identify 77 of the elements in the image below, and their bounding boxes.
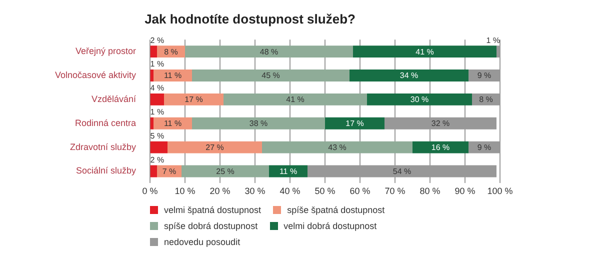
x-tick-label: 70 % xyxy=(384,186,406,196)
bar xyxy=(150,141,168,154)
data-label: 17 % xyxy=(184,95,203,104)
y-tick-label: Vzdělávání xyxy=(91,94,136,104)
data-label: 17 % xyxy=(346,119,364,128)
data-label: 27 % xyxy=(206,143,224,152)
chart-title: Jak hodnotíte dostupnost služeb? xyxy=(144,11,356,26)
data-label: 1 % xyxy=(150,60,164,69)
data-label: 54 % xyxy=(392,166,412,176)
bar xyxy=(150,93,164,106)
bar xyxy=(192,70,350,82)
bar xyxy=(182,165,269,178)
bar xyxy=(224,93,367,106)
data-label: 1 % xyxy=(486,36,500,45)
data-label: 34 % xyxy=(400,71,418,80)
x-tick-label: 90 % xyxy=(454,186,476,196)
bar xyxy=(262,141,412,154)
x-tick-label: 20 % xyxy=(210,186,230,196)
data-label: 2 % xyxy=(150,155,164,164)
bar xyxy=(185,46,353,58)
data-label: 41 % xyxy=(286,95,304,104)
y-tick-label: Volnočasové aktivity xyxy=(54,70,136,80)
legend-label: spíše dobrá dostupnost xyxy=(164,221,258,231)
x-tick-label: 0 % xyxy=(142,186,158,196)
legend-label: velmi dobrá dostupnost xyxy=(284,221,377,231)
data-label: 5 % xyxy=(150,132,164,141)
legend-label: nedovedu posoudit xyxy=(164,237,240,247)
y-tick-label: Sociální služby xyxy=(76,166,136,176)
data-label: 11 % xyxy=(279,166,298,176)
bar xyxy=(150,165,157,178)
x-tick-label: 80 % xyxy=(420,186,440,196)
bar xyxy=(154,70,192,82)
bar xyxy=(192,117,325,130)
data-label: 32 % xyxy=(431,119,450,128)
data-label: 43 % xyxy=(328,143,346,152)
data-label: 1 % xyxy=(150,108,164,117)
data-label: 11 % xyxy=(164,71,182,80)
y-tick-label: Veřejný prostor xyxy=(75,46,136,56)
data-label: 16 % xyxy=(431,143,450,152)
bar xyxy=(154,117,192,130)
data-label: 9 % xyxy=(477,143,492,152)
bar xyxy=(325,117,384,130)
x-tick-label: 100 % xyxy=(487,186,513,196)
bar xyxy=(384,117,496,130)
bar xyxy=(168,141,262,154)
y-tick-label: Rodinná centra xyxy=(74,118,136,128)
data-label: 9 % xyxy=(477,71,492,80)
legend-label: spíše špatná dostupnost xyxy=(287,205,385,215)
data-label: 45 % xyxy=(262,71,280,80)
bar xyxy=(412,141,468,154)
x-tick-label: 40 % xyxy=(280,186,300,196)
data-label: 30 % xyxy=(410,95,429,104)
bar xyxy=(150,46,157,58)
x-tick-label: 30 % xyxy=(244,186,266,196)
data-label: 8 % xyxy=(164,47,178,56)
bar xyxy=(150,117,154,130)
data-label: 2 % xyxy=(150,36,164,45)
bar xyxy=(353,46,496,58)
data-label: 48 % xyxy=(260,47,278,56)
x-tick-label: 50 % xyxy=(314,186,336,196)
data-label: 11 % xyxy=(164,119,182,128)
legend-label: velmi špatná dostupnost xyxy=(164,205,262,215)
data-label: 25 % xyxy=(216,166,234,176)
data-label: 41 % xyxy=(416,47,434,56)
data-label: 38 % xyxy=(249,119,268,128)
bar xyxy=(350,70,468,82)
y-tick-label: Zdravotní služby xyxy=(70,142,136,152)
data-label: 7 % xyxy=(162,166,176,176)
bar xyxy=(150,70,154,82)
x-tick-label: 10 % xyxy=(174,186,196,196)
bar xyxy=(496,46,500,58)
bar xyxy=(308,165,496,178)
x-tick-label: 60 % xyxy=(350,186,370,196)
bar xyxy=(164,93,224,106)
data-label: 4 % xyxy=(150,84,164,93)
bar xyxy=(367,93,472,106)
data-label: 8 % xyxy=(479,95,493,104)
